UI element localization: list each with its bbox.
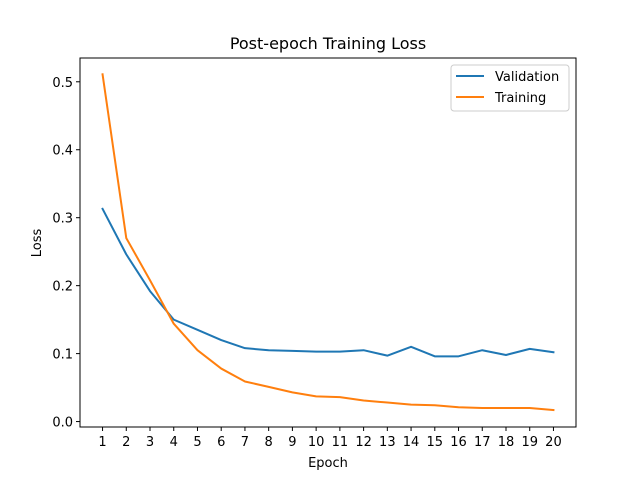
validation-series-line [101, 207, 555, 358]
y-tick-label: 0.2 [52, 280, 73, 295]
validation-data-point [458, 355, 460, 357]
validation-data-point [315, 351, 317, 353]
validation-data-point [149, 290, 151, 292]
validation-data-point [125, 253, 127, 255]
plot-frame [79, 57, 577, 428]
x-tick-label: 16 [450, 435, 467, 450]
validation-data-point [505, 354, 507, 356]
x-tick-label: 7 [241, 435, 249, 450]
validation-data-point [102, 208, 104, 210]
training-data-point [363, 399, 365, 401]
x-tick-label: 19 [521, 435, 538, 450]
validation-data-point [220, 339, 222, 341]
x-tick-label: 8 [265, 435, 273, 450]
legend-validation-label: Validation [495, 70, 559, 85]
x-tick-label: 18 [498, 435, 515, 450]
training-data-point [386, 402, 388, 404]
training-data-point [125, 237, 127, 239]
training-series-line [101, 73, 555, 412]
x-tick-label: 5 [193, 435, 201, 450]
x-tick-label: 2 [122, 435, 130, 450]
x-tick-label: 20 [545, 435, 562, 450]
validation-data-point [291, 350, 293, 352]
chart-title: Post-epoch Training Loss [230, 34, 426, 53]
training-data-point [173, 323, 175, 325]
training-data-point [149, 279, 151, 281]
validation-data-point [481, 349, 483, 351]
validation-data-point [363, 349, 365, 351]
training-data-point [552, 409, 554, 411]
x-tick-label: 6 [217, 435, 225, 450]
y-axis-label: Loss [30, 229, 45, 258]
validation-data-point [173, 319, 175, 321]
y-tick-label: 0.1 [52, 348, 73, 363]
training-data-point [529, 407, 531, 409]
x-tick-label: 9 [288, 435, 296, 450]
x-tick-label: 10 [308, 435, 325, 450]
validation-data-point [244, 347, 246, 349]
x-axis-label: Epoch [308, 456, 348, 471]
validation-data-point [410, 346, 412, 348]
x-tick-label: 4 [170, 435, 178, 450]
legend-training-label: Training [494, 91, 546, 106]
validation-data-point [529, 348, 531, 350]
y-tick-label: 0.4 [52, 144, 73, 159]
x-tick-label: 1 [98, 435, 106, 450]
training-data-point [434, 404, 436, 406]
training-data-point [102, 73, 104, 75]
validation-data-point [552, 351, 554, 353]
training-data-point [315, 395, 317, 397]
y-axis: 0.0 0.1 0.2 0.3 0.4 0.5 [52, 76, 80, 431]
training-data-point [481, 407, 483, 409]
y-tick-label: 0.3 [52, 212, 73, 227]
training-data-point [339, 396, 341, 398]
training-data-point [220, 368, 222, 370]
training-data-point [410, 404, 412, 406]
validation-data-point [386, 355, 388, 357]
training-data-point [458, 406, 460, 408]
series-layer [101, 73, 555, 412]
x-tick-label: 14 [403, 435, 420, 450]
y-tick-label: 0.5 [52, 76, 73, 91]
x-tick-label: 11 [332, 435, 349, 450]
y-tick-label: 0.0 [52, 416, 73, 431]
x-tick-label: 12 [355, 435, 372, 450]
x-axis: 1 2 3 4 5 6 7 8 9 10 11 12 13 14 15 16 17 18 19 20 [98, 427, 562, 450]
training-data-point [505, 407, 507, 409]
training-data-point [291, 391, 293, 393]
legend: Validation Training [450, 64, 570, 112]
training-data-point [244, 380, 246, 382]
x-tick-label: 3 [146, 435, 154, 450]
validation-data-point [268, 349, 270, 351]
training-data-point [196, 349, 198, 351]
validation-data-point [434, 355, 436, 357]
validation-data-point [339, 351, 341, 353]
validation-data-point [196, 329, 198, 331]
x-tick-label: 13 [379, 435, 396, 450]
x-tick-label: 17 [474, 435, 491, 450]
x-tick-label: 15 [427, 435, 444, 450]
training-data-point [268, 386, 270, 388]
